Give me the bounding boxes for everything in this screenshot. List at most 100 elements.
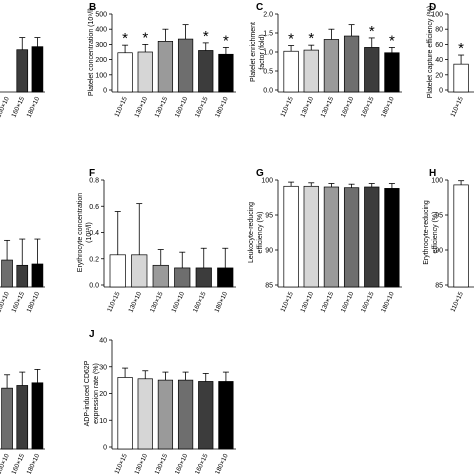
y-axis-label: efficiency (%)	[432, 212, 439, 254]
y-axis-label: expression rate (%)	[93, 363, 100, 424]
x-tick-label: 110×15	[280, 96, 296, 119]
panel-h: H 85 90 95 100 Erythrocyte-reducing efficiency…	[423, 168, 474, 313]
x-tick-label: 130×15	[154, 96, 170, 119]
bar	[157, 41, 174, 93]
y-tick-label: 10	[99, 418, 107, 425]
x-tick-label: 180×10	[26, 453, 42, 474]
bar	[323, 39, 340, 93]
y-tick-label: 95	[265, 213, 273, 220]
x-tick-label: 130×15	[149, 291, 165, 314]
y-tick-label: 60	[435, 42, 443, 49]
x-tick-label: 160×10	[170, 291, 186, 314]
x-tick-label: 180×10	[26, 291, 42, 314]
bar	[1, 259, 13, 288]
y-tick-label: 100	[95, 72, 107, 79]
bar	[31, 263, 44, 288]
y-tick-label: 0	[103, 445, 107, 452]
significance-marker: *	[142, 29, 148, 46]
bar	[283, 50, 299, 93]
bar	[198, 50, 214, 93]
y-tick-label: 90	[265, 248, 273, 255]
significance-marker: *	[223, 32, 229, 49]
y-tick-label: 0	[103, 88, 107, 95]
y-tick-label: 1.0	[263, 50, 273, 57]
x-tick-label: 160×10	[174, 453, 190, 474]
bar	[1, 387, 13, 450]
bar	[109, 254, 126, 288]
bar	[157, 379, 174, 450]
panel-label: J	[89, 329, 95, 340]
y-tick-label: 100	[431, 12, 443, 19]
y-tick-label: 2.0	[263, 12, 273, 19]
x-tick-label: 110×15	[106, 291, 122, 314]
bar	[303, 49, 319, 93]
bar	[453, 184, 469, 288]
y-tick-label: 1.5	[263, 31, 273, 38]
x-tick-label: 180×10	[214, 453, 230, 474]
bar	[218, 381, 234, 450]
y-axis-label: (10¹²/l)	[86, 222, 93, 243]
x-tick-label: 160×15	[10, 96, 26, 119]
y-tick-label: 90	[435, 248, 443, 255]
bar	[177, 38, 194, 93]
panel-label: H	[429, 168, 436, 179]
x-tick-label: 160×10	[174, 96, 190, 119]
significance-marker: *	[203, 28, 209, 45]
x-tick-label: 130×10	[133, 453, 149, 474]
panel-e: 160×10 160×15 180×10	[0, 238, 45, 314]
x-tick-label: 160×15	[360, 291, 376, 314]
y-tick-label: 95	[435, 213, 443, 220]
x-tick-label: 160×15	[360, 96, 376, 119]
bar	[323, 186, 340, 288]
bar	[137, 378, 153, 450]
x-tick-label: 130×15	[154, 453, 170, 474]
x-tick-label: 160×15	[10, 291, 26, 314]
x-tick-label: 130×10	[299, 96, 315, 119]
y-tick-label: 40	[435, 57, 443, 64]
bar	[117, 377, 133, 450]
y-axis-label: factor (fold)	[259, 34, 266, 69]
panel-label: C	[256, 2, 263, 13]
y-tick-label: 0.5	[263, 69, 273, 76]
significance-marker: *	[369, 23, 375, 40]
bar	[384, 52, 400, 93]
bar	[453, 63, 469, 93]
y-axis-label: Leukocyte-reducing	[248, 202, 255, 263]
y-tick-label: 0.6	[89, 204, 99, 211]
x-tick-label: 180×10	[26, 96, 42, 119]
panel-g: G 85 90 95 100 Leukocyte-reducing efficiency (…	[248, 168, 402, 314]
y-tick-label: 0.2	[89, 256, 99, 263]
panel-label: G	[256, 168, 264, 179]
panel-c: C 0.0 0.5 1.0 1.5 2.0 Platelet enrichment facto…	[250, 2, 402, 119]
significance-marker: *	[122, 30, 128, 47]
bar	[16, 385, 29, 450]
y-axis-label: efficiency (%)	[257, 212, 264, 254]
y-tick-label: 200	[95, 57, 107, 64]
x-tick-label: 180×10	[380, 291, 396, 314]
x-tick-label: 110×15	[114, 453, 130, 474]
y-tick-label: 20	[99, 391, 107, 398]
panel-f: F 0.0 0.2 0.4 0.6 0.8 Erythrocyte concentratio…	[77, 168, 236, 314]
significance-marker: *	[389, 32, 395, 49]
y-tick-label: 0	[439, 88, 443, 95]
y-tick-label: 20	[435, 72, 443, 79]
x-tick-label: 180×10	[380, 96, 396, 119]
y-tick-label: 0.8	[89, 178, 99, 185]
bar	[31, 382, 44, 450]
significance-marker: *	[288, 31, 294, 48]
x-tick-label: 160×10	[0, 291, 11, 314]
significance-marker: *	[308, 30, 314, 47]
y-tick-label: 0.4	[89, 230, 99, 237]
bar	[195, 267, 212, 288]
y-tick-label: 400	[95, 27, 107, 34]
y-axis-label: Platelet enrichment	[250, 22, 257, 82]
bar	[174, 267, 191, 288]
bar	[137, 51, 153, 93]
x-tick-label: 130×15	[320, 291, 336, 314]
x-tick-label: 160×10	[340, 96, 356, 119]
y-tick-label: 85	[435, 283, 443, 290]
x-tick-label: 130×15	[320, 96, 336, 119]
